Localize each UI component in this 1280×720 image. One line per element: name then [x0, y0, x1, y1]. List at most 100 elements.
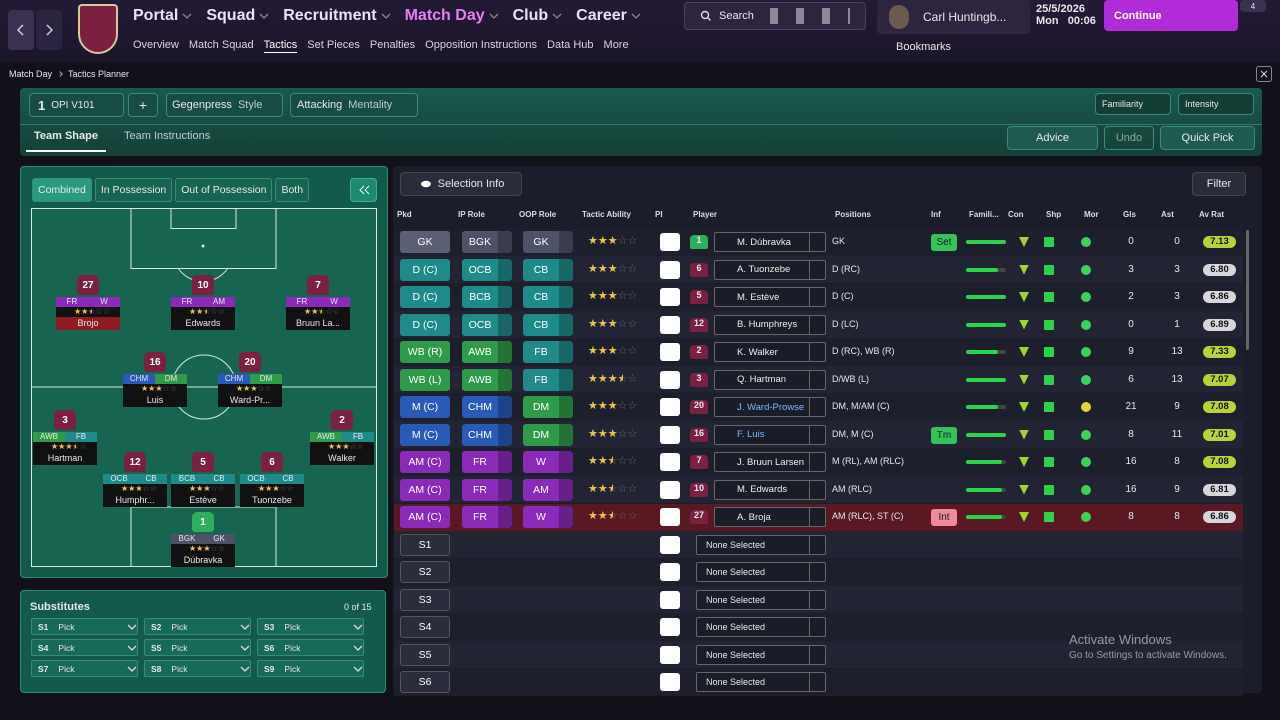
selection-info-button[interactable]: Selection Info: [400, 172, 522, 196]
sub-slot[interactable]: S6: [400, 671, 450, 693]
oop-role[interactable]: FB: [523, 341, 573, 363]
oop-role[interactable]: W: [523, 506, 573, 528]
column-header[interactable]: Famili...: [969, 210, 999, 219]
sub-slot[interactable]: S9 Pick: [257, 660, 364, 677]
player-select[interactable]: None Selected: [696, 562, 826, 582]
sub-slot[interactable]: S4 Pick: [31, 639, 138, 656]
pi-button[interactable]: [660, 370, 680, 389]
forward-button[interactable]: [36, 10, 62, 50]
crumb[interactable]: Match Day: [9, 69, 53, 79]
sub-slot[interactable]: S3: [400, 588, 450, 611]
pitch-player[interactable]: 27 FRW☆☆☆☆☆★★★★★Brojo: [56, 275, 120, 330]
continue-button[interactable]: Continue: [1104, 0, 1238, 31]
column-header[interactable]: Tactic Ability: [582, 210, 631, 219]
manager-button[interactable]: Carl Huntingb...: [877, 0, 1030, 34]
column-header[interactable]: Av Rat: [1199, 210, 1225, 219]
sub-slot[interactable]: S6 Pick: [257, 639, 364, 656]
pi-button[interactable]: [660, 233, 680, 251]
column-header[interactable]: IP Role: [458, 210, 485, 219]
oop-role[interactable]: W: [523, 451, 573, 473]
picked-position[interactable]: GK: [400, 231, 450, 253]
ip-role[interactable]: AWB: [462, 341, 512, 363]
player-select[interactable]: B. Humphreys: [714, 314, 826, 335]
pi-button[interactable]: [660, 315, 680, 334]
ip-role[interactable]: CHM: [462, 396, 512, 418]
picked-position[interactable]: AM (C): [400, 451, 450, 473]
pitch-mode[interactable]: In Possession: [94, 178, 173, 202]
pi-button[interactable]: [660, 673, 680, 691]
sub-slot[interactable]: S3 Pick: [257, 618, 364, 635]
picked-position[interactable]: D (C): [400, 258, 450, 281]
sub-slot[interactable]: S2: [400, 561, 450, 583]
tactic-select[interactable]: 1 OPI V101: [29, 93, 124, 117]
pitch-player[interactable]: 20 CHMDM☆☆☆☆☆★★★★★Ward-Pr...: [218, 352, 282, 407]
pitch-player[interactable]: 12 OCBCB☆☆☆☆☆★★★★★Humphr...: [103, 452, 167, 507]
picked-position[interactable]: M (C): [400, 423, 450, 446]
column-header[interactable]: Mor: [1084, 210, 1099, 219]
column-header[interactable]: PI: [655, 210, 663, 219]
player-select[interactable]: M. Estève: [714, 287, 826, 307]
pi-button[interactable]: [660, 645, 680, 664]
oop-role[interactable]: DM: [523, 396, 573, 418]
picked-position[interactable]: AM (C): [400, 478, 450, 501]
column-header[interactable]: OOP Role: [519, 210, 557, 219]
menu-item[interactable]: Squad: [206, 5, 269, 27]
menu-item[interactable]: Match Day: [405, 5, 499, 27]
ip-role[interactable]: FR: [462, 451, 512, 473]
filter-button[interactable]: Filter: [1192, 172, 1246, 196]
undo-button[interactable]: Undo: [1104, 126, 1154, 150]
column-header[interactable]: Inf: [931, 210, 941, 219]
column-header[interactable]: Player: [693, 210, 718, 219]
picked-position[interactable]: M (C): [400, 396, 450, 418]
pi-button[interactable]: [660, 398, 680, 416]
submenu-item[interactable]: Set Pieces: [307, 39, 360, 51]
submenu-item[interactable]: Opposition Instructions: [425, 39, 538, 51]
style-select[interactable]: Gegenpress Style: [166, 93, 283, 117]
column-header[interactable]: Shp: [1046, 210, 1062, 219]
sub-slot[interactable]: S1: [400, 533, 450, 556]
tab[interactable]: Team Shape: [26, 130, 106, 152]
picked-position[interactable]: AM (C): [400, 506, 450, 528]
bookmarks[interactable]: Bookmarks: [896, 41, 952, 53]
pi-button[interactable]: [660, 343, 680, 361]
pitch-mode[interactable]: Out of Possession: [175, 178, 273, 202]
picked-position[interactable]: WB (R): [400, 341, 450, 363]
pi-button[interactable]: [660, 453, 680, 471]
search-box[interactable]: Search: [684, 2, 866, 30]
column-header[interactable]: Gls: [1123, 210, 1136, 219]
pitch-mode[interactable]: Combined: [32, 178, 92, 202]
pitch-player[interactable]: 7 FRW☆☆☆☆☆★★★★★Bruun La...: [286, 275, 350, 330]
player-select[interactable]: M. Dúbravka: [714, 232, 826, 252]
pi-button[interactable]: [660, 535, 680, 554]
ip-role[interactable]: FR: [462, 506, 512, 528]
sub-slot[interactable]: S5 Pick: [144, 639, 251, 656]
oop-role[interactable]: CB: [523, 258, 573, 281]
sub-slot[interactable]: S8 Pick: [144, 660, 251, 677]
player-select[interactable]: A. Tuonzebe: [714, 259, 826, 280]
collapse-button[interactable]: [350, 178, 377, 202]
oop-role[interactable]: CB: [523, 313, 573, 336]
submenu-item[interactable]: Tactics: [263, 39, 298, 53]
ip-role[interactable]: OCB: [462, 313, 512, 336]
menu-item[interactable]: Portal: [133, 5, 192, 27]
picked-position[interactable]: WB (L): [400, 368, 450, 391]
player-select[interactable]: A. Broja: [714, 507, 826, 527]
oop-role[interactable]: GK: [523, 231, 573, 253]
submenu-item[interactable]: Penalties: [369, 39, 416, 51]
menu-item[interactable]: Club: [513, 5, 563, 27]
player-select[interactable]: None Selected: [696, 589, 826, 610]
quick-pick-button[interactable]: Quick Pick: [1160, 126, 1255, 150]
picked-position[interactable]: D (C): [400, 313, 450, 336]
player-select[interactable]: J. Bruun Larsen: [714, 452, 826, 472]
club-crest[interactable]: [78, 4, 118, 54]
pi-button[interactable]: [660, 618, 680, 636]
player-select[interactable]: None Selected: [696, 617, 826, 637]
oop-role[interactable]: CB: [523, 286, 573, 308]
picked-position[interactable]: D (C): [400, 286, 450, 308]
